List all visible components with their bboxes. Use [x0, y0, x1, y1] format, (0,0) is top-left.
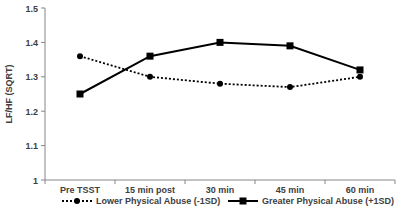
x-tick: [395, 180, 396, 184]
y-tick: [41, 8, 45, 9]
x-tick: [325, 180, 326, 184]
y-tick: [41, 42, 45, 43]
y-tick-label: 1.5: [25, 4, 38, 14]
marker: [217, 81, 223, 87]
legend-label: Lower Physical Abuse (-1SD): [96, 196, 220, 206]
chart-svg: 1 1.1 1.2 1.3 1.4 1.5 Pre TSST 15 min post 30 mi…: [0, 0, 400, 214]
x-axis: [45, 180, 395, 181]
x-tick: [255, 180, 256, 184]
marker: [147, 53, 154, 60]
marker: [357, 74, 363, 80]
legend: Lower Physical Abuse (-1SD) Greater Physi…: [62, 196, 394, 206]
legend-marker: [240, 198, 247, 205]
marker: [77, 53, 83, 59]
marker: [287, 42, 294, 49]
marker: [357, 66, 364, 73]
y-tick-label: 1: [33, 176, 38, 186]
y-tick-label: 1.4: [25, 38, 38, 48]
marker: [147, 74, 153, 80]
legend-label: Greater Physical Abuse (+1SD): [262, 196, 394, 206]
y-tick: [41, 76, 45, 77]
y-tick: [41, 111, 45, 112]
legend-marker: [74, 198, 80, 204]
y-tick-label: 1.2: [25, 107, 38, 117]
x-tick-label: Pre TSST: [60, 185, 101, 195]
y-tick: [41, 145, 45, 146]
y-tick-label: 1.3: [25, 72, 38, 82]
x-tick-label: 30 min: [206, 185, 235, 195]
x-tick-label: 60 min: [346, 185, 375, 195]
x-tick: [185, 180, 186, 184]
marker: [77, 91, 84, 98]
x-tick-label: 45 min: [276, 185, 305, 195]
marker: [217, 39, 224, 46]
y-axis: [45, 8, 46, 180]
y-tick: [41, 180, 45, 181]
y-tick-label: 1.1: [25, 141, 38, 151]
series-line: [80, 42, 360, 94]
x-tick: [45, 180, 46, 184]
x-tick: [115, 180, 116, 184]
y-axis-label: LF/HF (SQRT): [4, 65, 14, 124]
x-tick-label: 15 min post: [125, 185, 175, 195]
chart-container: 1 1.1 1.2 1.3 1.4 1.5 Pre TSST 15 min post 30 mi…: [0, 0, 400, 214]
marker: [287, 84, 293, 90]
plot-area: [77, 39, 364, 98]
